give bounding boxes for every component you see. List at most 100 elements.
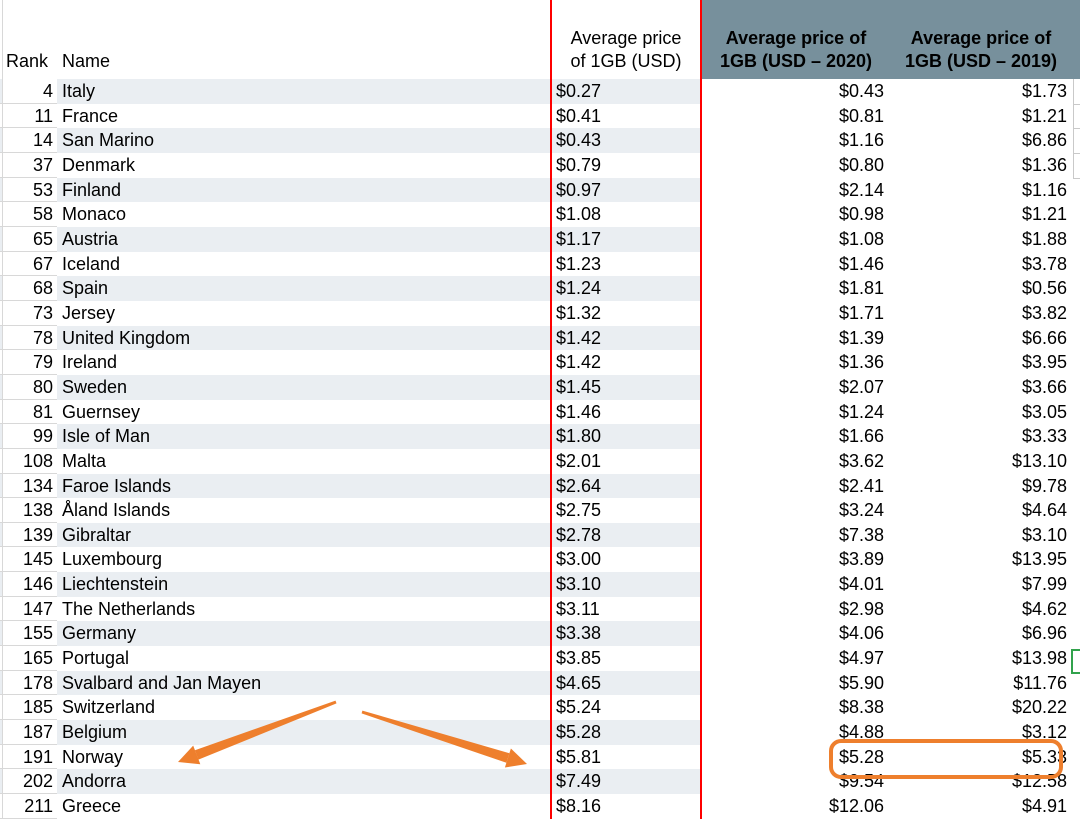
country-name-cell[interactable]: Spain bbox=[57, 276, 550, 301]
price-2020-cell[interactable]: $1.39 bbox=[838, 327, 884, 348]
price-current-cell[interactable]: $2.75 bbox=[550, 498, 702, 523]
column-header-price-2020[interactable]: Average price of 1GB (USD – 2020) bbox=[702, 0, 890, 79]
country-name-cell[interactable]: Åland Islands bbox=[62, 500, 171, 521]
price-2020-cell[interactable]: $1.46 bbox=[838, 253, 884, 274]
price-2020-cell[interactable]: $4.88 bbox=[838, 722, 884, 743]
rank-cell[interactable]: 108 bbox=[3, 448, 57, 474]
rank-cell[interactable]: 191 bbox=[3, 744, 57, 770]
price-2019-cell[interactable]: $3.95 bbox=[1021, 352, 1067, 373]
price-2019-cell[interactable]: $3.82 bbox=[1021, 302, 1067, 323]
price-2020-cell[interactable]: $2.98 bbox=[838, 598, 884, 619]
country-name-cell[interactable]: Switzerland bbox=[62, 697, 156, 718]
country-name-cell[interactable]: Malta bbox=[62, 450, 107, 471]
country-name-cell[interactable]: Greece bbox=[62, 796, 122, 817]
country-name-cell[interactable]: Sweden bbox=[57, 374, 550, 400]
rank-cell[interactable]: 165 bbox=[3, 646, 57, 671]
country-name-cell[interactable]: Monaco bbox=[62, 204, 127, 225]
price-2019-cell[interactable]: $1.88 bbox=[1021, 228, 1067, 249]
price-2019-cell[interactable]: $1.21 bbox=[1021, 105, 1067, 126]
country-name-cell[interactable]: Ireland bbox=[62, 352, 118, 373]
country-name-cell[interactable]: Guernsey bbox=[62, 401, 141, 422]
country-name-cell[interactable]: Gibraltar bbox=[57, 522, 550, 548]
price-2019-cell[interactable]: $1.21 bbox=[1021, 204, 1067, 225]
country-name-cell[interactable]: Liechtenstein bbox=[57, 572, 550, 597]
price-current-cell[interactable]: $1.17 bbox=[550, 226, 702, 252]
price-2020-cell[interactable]: $3.24 bbox=[838, 500, 884, 521]
price-2019-cell[interactable]: $3.78 bbox=[1021, 253, 1067, 274]
rank-cell[interactable]: 211 bbox=[3, 794, 57, 819]
price-current-cell[interactable]: $2.01 bbox=[550, 448, 702, 474]
price-2019-cell[interactable]: $0.56 bbox=[1021, 278, 1067, 299]
rank-cell[interactable]: 78 bbox=[3, 325, 57, 351]
price-2019-cell[interactable]: $4.64 bbox=[1021, 500, 1067, 521]
price-2019-cell[interactable]: $7.99 bbox=[1021, 574, 1067, 595]
country-name-cell[interactable]: Luxembourg bbox=[62, 549, 163, 570]
column-header-price-2019[interactable]: Average price of 1GB (USD – 2019) bbox=[890, 0, 1072, 79]
price-2019-cell[interactable]: $13.98 bbox=[1011, 648, 1067, 669]
rank-cell[interactable]: 202 bbox=[3, 769, 57, 795]
country-name-cell[interactable]: San Marino bbox=[57, 128, 550, 153]
price-current-cell[interactable]: $3.85 bbox=[550, 646, 702, 671]
price-2020-cell[interactable]: $3.89 bbox=[838, 549, 884, 570]
price-current-cell[interactable]: $3.11 bbox=[550, 596, 702, 622]
country-name-cell[interactable]: Svalbard and Jan Mayen bbox=[57, 670, 550, 696]
price-current-cell[interactable]: $1.24 bbox=[550, 276, 702, 301]
rank-cell[interactable]: 65 bbox=[3, 226, 57, 252]
price-current-cell[interactable]: $1.42 bbox=[550, 350, 702, 375]
price-2019-cell[interactable]: $20.22 bbox=[1011, 697, 1067, 718]
rank-cell[interactable]: 11 bbox=[3, 103, 57, 129]
price-2020-cell[interactable]: $1.08 bbox=[838, 228, 884, 249]
price-2019-cell[interactable]: $4.62 bbox=[1021, 598, 1067, 619]
price-current-cell[interactable]: $8.16 bbox=[550, 794, 702, 819]
price-2019-cell[interactable]: $1.16 bbox=[1021, 179, 1067, 200]
country-name-cell[interactable]: Norway bbox=[62, 746, 124, 767]
rank-cell[interactable]: 138 bbox=[3, 498, 57, 523]
rank-cell[interactable]: 99 bbox=[3, 424, 57, 449]
price-current-cell[interactable]: $1.80 bbox=[550, 424, 702, 449]
rank-cell[interactable]: 53 bbox=[3, 177, 57, 203]
price-2019-cell[interactable]: $11.76 bbox=[1013, 672, 1067, 693]
price-current-cell[interactable]: $3.38 bbox=[550, 621, 702, 647]
price-2020-cell[interactable]: $1.66 bbox=[838, 426, 884, 447]
rank-cell[interactable]: 81 bbox=[3, 399, 57, 425]
rank-cell[interactable]: 147 bbox=[3, 596, 57, 622]
price-current-cell[interactable]: $0.97 bbox=[550, 177, 702, 203]
price-2019-cell[interactable]: $3.12 bbox=[1021, 722, 1067, 743]
price-2020-cell[interactable]: $1.24 bbox=[838, 401, 884, 422]
rank-cell[interactable]: 58 bbox=[3, 202, 57, 227]
rank-cell[interactable]: 187 bbox=[3, 720, 57, 745]
price-2020-cell[interactable]: $1.16 bbox=[838, 130, 884, 151]
price-current-cell[interactable]: $1.42 bbox=[550, 325, 702, 351]
price-current-cell[interactable]: $0.79 bbox=[550, 152, 702, 178]
price-current-cell[interactable]: $1.32 bbox=[550, 300, 702, 326]
price-2020-cell[interactable]: $3.62 bbox=[838, 450, 884, 471]
price-2020-cell[interactable]: $5.90 bbox=[838, 672, 884, 693]
rank-cell[interactable]: 73 bbox=[3, 300, 57, 326]
price-2020-cell[interactable]: $8.38 bbox=[838, 697, 884, 718]
rank-cell[interactable]: 134 bbox=[3, 473, 57, 499]
price-2020-cell[interactable]: $0.43 bbox=[838, 81, 884, 101]
price-2020-cell[interactable]: $2.14 bbox=[838, 179, 884, 200]
country-name-cell[interactable]: Portugal bbox=[62, 648, 130, 669]
price-2019-cell[interactable]: $13.95 bbox=[1011, 549, 1067, 570]
country-name-cell[interactable]: Belgium bbox=[57, 720, 550, 745]
country-name-cell[interactable]: Faroe Islands bbox=[57, 473, 550, 499]
price-2020-cell[interactable]: $0.80 bbox=[838, 154, 884, 175]
country-name-cell[interactable]: France bbox=[62, 105, 119, 126]
price-current-cell[interactable]: $2.64 bbox=[550, 473, 702, 499]
price-2020-cell[interactable]: $4.06 bbox=[838, 623, 884, 644]
price-2020-cell[interactable]: $4.01 bbox=[838, 574, 884, 595]
rank-cell[interactable]: 4 bbox=[3, 79, 57, 104]
price-current-cell[interactable]: $4.65 bbox=[550, 670, 702, 696]
rank-cell[interactable]: 79 bbox=[3, 350, 57, 375]
price-current-cell[interactable]: $1.23 bbox=[550, 251, 702, 277]
price-2020-cell[interactable]: $12.06 bbox=[828, 796, 884, 817]
price-current-cell[interactable]: $5.81 bbox=[550, 744, 702, 770]
country-name-cell[interactable]: Germany bbox=[57, 621, 550, 647]
price-current-cell[interactable]: $1.45 bbox=[550, 374, 702, 400]
price-2020-cell[interactable]: $1.36 bbox=[838, 352, 884, 373]
price-current-cell[interactable]: $0.27 bbox=[550, 79, 702, 104]
country-name-cell[interactable]: United Kingdom bbox=[57, 325, 550, 351]
rank-cell[interactable]: 14 bbox=[3, 128, 57, 153]
price-2019-cell[interactable]: $3.33 bbox=[1021, 426, 1067, 447]
